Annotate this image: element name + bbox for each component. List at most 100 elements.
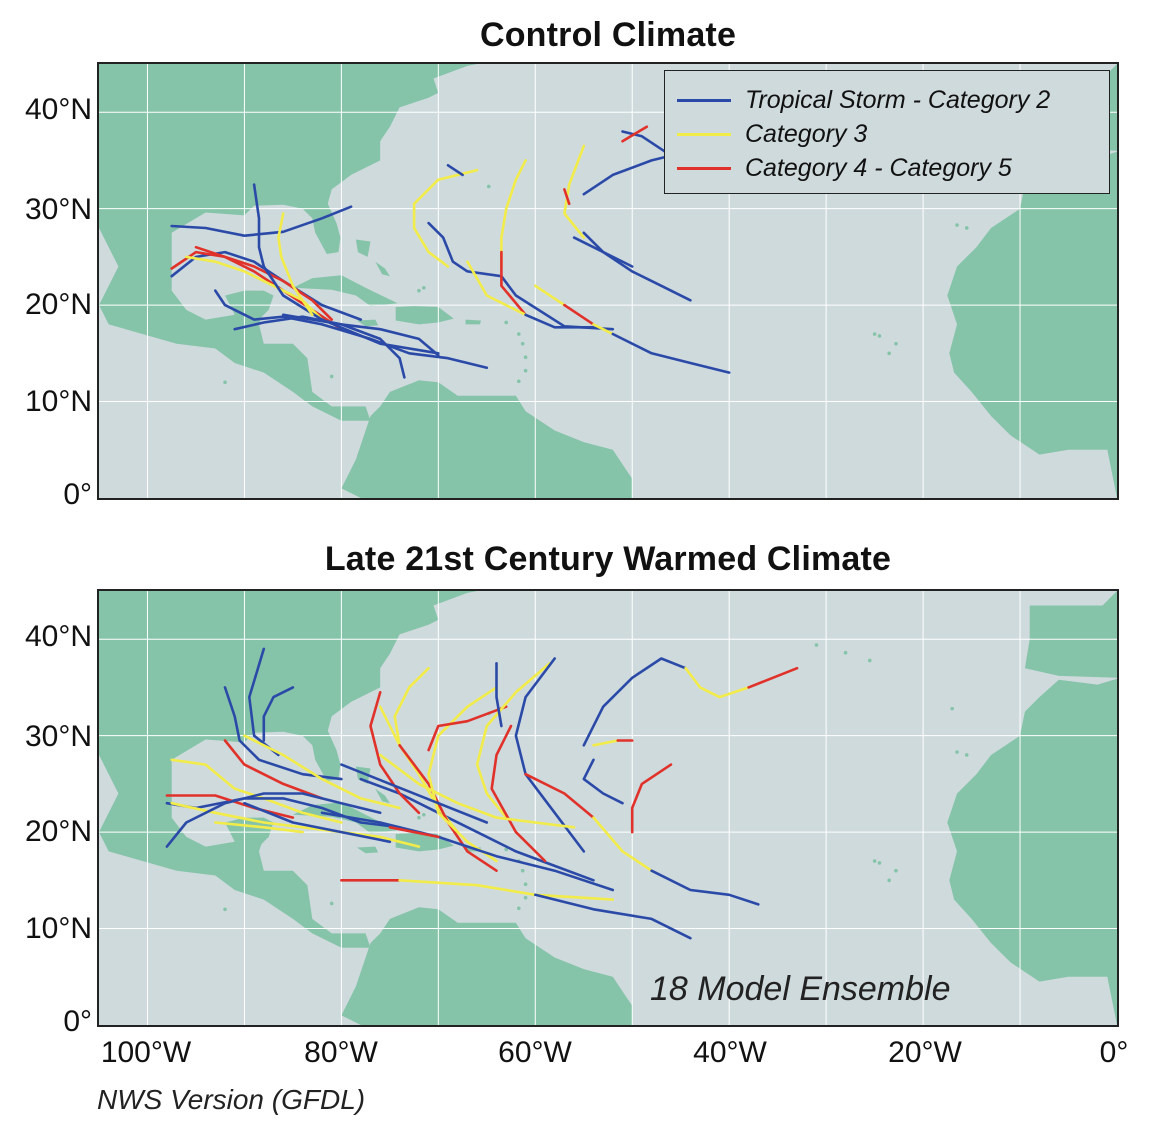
- control-small-island: [964, 226, 969, 230]
- control-small-island: [520, 341, 525, 346]
- control-land-north-america: [99, 64, 478, 421]
- warmed-small-island: [520, 868, 525, 873]
- warmed-track-tropical-storm-cat2: [514, 657, 586, 853]
- legend-label-cat3: Category 3: [745, 119, 868, 148]
- control-track-tropical-storm-cat2: [582, 231, 692, 302]
- ensemble-annotation: 18 Model Ensemble: [650, 970, 951, 1008]
- warmed-small-island: [877, 861, 882, 865]
- warmed-track-cat3: [393, 666, 430, 747]
- control-track-cat3: [466, 260, 527, 317]
- warmed-small-island: [964, 753, 969, 757]
- control-small-island: [517, 379, 521, 384]
- warmed-track-cat4-5: [369, 691, 421, 815]
- control-title: Control Climate: [479, 16, 737, 54]
- warmed-track-tropical-storm-cat2: [582, 758, 624, 805]
- control-track-tropical-storm-cat2: [170, 250, 363, 321]
- control-small-island: [249, 361, 254, 365]
- control-track-cat3: [534, 284, 566, 307]
- legend-item-weak: Tropical Storm - Category 2: [677, 83, 1050, 117]
- y-tick-20n-b: 20°N: [24, 815, 92, 848]
- warmed-small-island: [417, 815, 421, 820]
- warmed-land-africa: [947, 591, 1117, 1025]
- x-tick-40w: 40°W: [693, 1036, 767, 1069]
- control-track-tropical-storm-cat2: [446, 164, 464, 177]
- y-tick-20n: 20°N: [24, 288, 92, 321]
- control-small-island: [523, 368, 528, 373]
- warmed-small-island: [523, 895, 528, 900]
- warmed-small-island: [814, 643, 819, 647]
- control-small-island: [887, 351, 891, 356]
- control-track-cat3: [412, 168, 479, 268]
- warmed-title: Late 21st Century Warmed Climate: [324, 540, 892, 578]
- warmed-track-tropical-storm-cat2: [340, 763, 489, 824]
- x-tick-60w: 60°W: [498, 1036, 572, 1069]
- warmed-map: [97, 589, 1119, 1027]
- warmed-track-cat3: [592, 739, 619, 747]
- control-track-tropical-storm-cat2: [281, 313, 406, 379]
- warmed-track-cat4-5: [630, 763, 673, 834]
- warmed-track-tropical-storm-cat2: [495, 662, 503, 728]
- control-track-tropical-storm-cat2: [611, 332, 731, 374]
- control-small-island: [877, 334, 882, 338]
- y-tick-0: 0°: [63, 478, 92, 511]
- y-tick-10n: 10°N: [24, 385, 92, 418]
- legend-label-weak: Tropical Storm - Category 2: [745, 85, 1051, 114]
- control-small-island: [223, 380, 227, 385]
- control-land-jamaica: [356, 319, 379, 327]
- legend-swatch-yellow: [677, 132, 731, 136]
- warmed-track-tropical-storm-cat2: [582, 657, 687, 747]
- warmed-track-tropical-storm-cat2: [534, 893, 692, 940]
- control-track-cat3: [500, 159, 527, 268]
- warmed-track-cat3: [243, 734, 401, 810]
- warmed-track-tropical-storm-cat2: [262, 686, 295, 742]
- control-small-island: [872, 332, 877, 336]
- warmed-track-tropical-storm-cat2: [165, 797, 401, 829]
- warmed-land-bahamas2: [375, 788, 390, 804]
- control-small-island: [894, 341, 898, 346]
- control-track-tropical-storm-cat2: [170, 205, 353, 237]
- warmed-land-north-america: [99, 591, 478, 948]
- control-track-cat4-5: [500, 250, 527, 317]
- warmed-small-island: [887, 878, 891, 883]
- control-small-island: [955, 223, 959, 227]
- warmed-track-cat3: [592, 816, 653, 872]
- x-tick-0: 0°: [1099, 1036, 1129, 1069]
- control-small-island: [523, 355, 528, 359]
- warmed-track-cat3: [170, 758, 343, 824]
- control-small-island: [329, 374, 334, 379]
- control-track-cat3: [592, 323, 615, 336]
- warmed-small-island: [223, 907, 227, 912]
- warmed-land-south-america: [341, 907, 633, 1025]
- warmed-small-island: [955, 750, 959, 754]
- x-tick-80w: 80°W: [304, 1036, 378, 1069]
- control-land-south-america: [341, 380, 633, 498]
- legend-item-cat3: Category 3: [677, 117, 867, 151]
- warmed-small-island: [421, 812, 426, 817]
- control-track-tropical-storm-cat2: [524, 313, 595, 329]
- y-tick-40n-b: 40°N: [24, 620, 92, 653]
- warmed-small-island: [249, 888, 254, 892]
- control-track-cat4-5: [563, 188, 571, 206]
- warmed-small-island: [950, 706, 954, 711]
- legend-swatch-blue: [677, 98, 731, 102]
- control-track-cat4-5: [563, 303, 595, 326]
- y-tick-30n-b: 30°N: [24, 720, 92, 753]
- warmed-track-tropical-storm-cat2: [165, 792, 382, 848]
- warmed-small-island: [843, 650, 848, 655]
- warmed-track-tropical-storm-cat2: [320, 811, 615, 892]
- control-small-island: [517, 332, 521, 336]
- warmed-track-cat3: [684, 666, 750, 699]
- warmed-track-cat3: [378, 753, 576, 829]
- warmed-track-cat4-5: [223, 739, 324, 800]
- control-track-cat3: [277, 212, 314, 317]
- legend: Tropical Storm - Category 2 Category 3 C…: [664, 70, 1110, 194]
- warmed-small-island: [867, 658, 872, 663]
- warmed-track-cat4-5: [388, 826, 440, 839]
- control-small-island: [417, 288, 421, 293]
- warmed-track-cat3: [427, 686, 498, 863]
- y-tick-10n-b: 10°N: [24, 912, 92, 945]
- legend-label-cat45: Category 4 - Category 5: [745, 153, 1012, 182]
- warmed-track-cat3: [398, 879, 615, 901]
- warmed-small-island: [329, 901, 334, 906]
- warmed-small-island: [523, 882, 528, 886]
